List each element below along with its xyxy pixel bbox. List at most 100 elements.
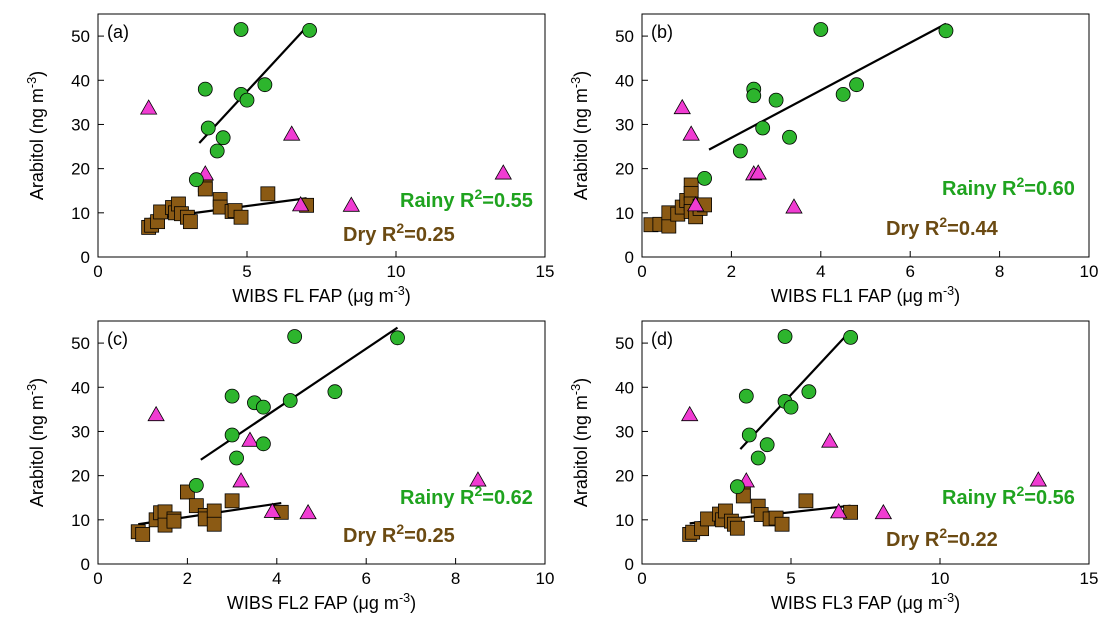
dry-point [224, 493, 240, 509]
rainy-point [813, 22, 829, 37]
plot-area [680, 329, 1048, 542]
x-tick-label: 15 [536, 262, 555, 281]
other-point [241, 431, 259, 447]
y-tick-label: 30 [615, 115, 634, 134]
y-tick-label: 20 [71, 160, 90, 179]
other-point [494, 164, 512, 180]
y-tick-label: 40 [71, 378, 90, 397]
rainy-point [188, 477, 204, 493]
rainy-fit-line [739, 329, 852, 450]
x-tick-label: 0 [637, 262, 646, 281]
y-axis-label: Arabitol (ng m-3) [569, 71, 591, 200]
y-tick-label: 40 [71, 71, 90, 90]
rainy-point [224, 427, 240, 443]
x-tick-label: 2 [727, 262, 736, 281]
dry-point [197, 181, 213, 197]
panel-b: 0 2 4 6 8 10 0 10 20 30 40 50 (b) WIBS FL1 FAP (μg m-… [569, 13, 1098, 306]
x-tick-label: 10 [387, 262, 406, 281]
x-tick-label: 10 [931, 569, 950, 588]
rainy-point [746, 88, 762, 104]
plot-frame [97, 320, 546, 565]
dry-point [206, 503, 222, 519]
y-tick-label: 40 [615, 71, 634, 90]
y-tick-label: 0 [81, 555, 90, 574]
rainy-point [729, 479, 745, 495]
rainy-point [287, 329, 303, 344]
other-point [680, 405, 699, 422]
rainy-point [255, 399, 271, 415]
rainy-point [302, 22, 317, 38]
y-tick-label: 50 [71, 27, 90, 46]
rainy-point [188, 172, 204, 188]
rainy-point [843, 329, 858, 345]
rainy-point [255, 436, 271, 452]
dry-r2-annotation: Dry R2=0.25 [343, 220, 455, 246]
other-point [232, 472, 250, 488]
rainy-point [200, 120, 216, 136]
rainy-point [239, 92, 255, 108]
x-tick-label: 0 [93, 569, 102, 588]
dry-point [233, 209, 249, 225]
y-axis-label: Arabitol (ng m-3) [25, 71, 47, 200]
x-tick-label: 8 [995, 262, 1004, 281]
rainy-r2-annotation: Rainy R2=0.56 [942, 483, 1075, 509]
other-point [147, 405, 165, 422]
plot-area [139, 22, 512, 235]
rainy-point [849, 77, 864, 93]
y-tick-label: 40 [615, 378, 634, 397]
dry-point [166, 513, 182, 529]
plot-area [130, 326, 487, 542]
other-point [342, 196, 360, 212]
dry-point [260, 186, 276, 202]
other-point [291, 196, 310, 212]
rainy-point [777, 329, 793, 344]
y-tick-label: 30 [71, 422, 90, 441]
x-tick-label: 5 [786, 569, 795, 588]
dry-point [798, 493, 814, 509]
x-tick-label: 6 [361, 569, 370, 588]
panel-a: 0 5 10 15 0 10 20 30 40 50 (a) WIBS FL FAP (μg m-3)… [25, 13, 555, 306]
other-point [299, 503, 317, 520]
y-tick-label: 30 [615, 422, 634, 441]
rainy-r2-annotation: Rainy R2=0.62 [400, 483, 533, 509]
panel-d: 0 5 10 15 0 10 20 30 40 50 (d) WIBS FL3 FAP (μg m-3… [569, 320, 1098, 613]
x-axis-label: WIBS FL1 FAP (μg m-3) [771, 284, 960, 306]
plot-frame [641, 320, 1090, 565]
y-tick-label: 0 [625, 248, 634, 267]
x-tick-label: 10 [536, 569, 555, 588]
other-point [874, 503, 893, 520]
dry-point [729, 520, 745, 536]
y-axis-label: Arabitol (ng m-3) [569, 378, 591, 507]
x-axis-label: WIBS FL FAP (μg m-3) [232, 284, 411, 306]
y-tick-label: 50 [615, 27, 634, 46]
other-point [829, 503, 848, 519]
y-axis-label: Arabitol (ng m-3) [25, 378, 47, 507]
other-point [785, 198, 803, 214]
y-tick-label: 10 [71, 511, 90, 530]
rainy-point [782, 129, 797, 145]
rainy-point [224, 388, 240, 404]
x-tick-label: 5 [242, 262, 251, 281]
rainy-point [783, 399, 799, 415]
panel-label: (b) [651, 22, 673, 42]
other-point [686, 196, 705, 212]
dry-r2-annotation: Dry R2=0.25 [343, 521, 455, 547]
plot-frame [641, 13, 1090, 258]
rainy-point [697, 170, 712, 186]
dry-point [135, 526, 151, 542]
y-tick-label: 20 [615, 160, 634, 179]
rainy-r2-annotation: Rainy R2=0.60 [942, 174, 1075, 200]
other-point [821, 432, 839, 448]
dry-r2-annotation: Dry R2=0.44 [886, 214, 999, 240]
rainy-point [768, 92, 784, 108]
other-point [139, 99, 158, 115]
plot-frame [97, 13, 546, 258]
rainy-point [390, 330, 405, 346]
panel-label: (c) [107, 329, 128, 349]
x-tick-label: 8 [451, 569, 460, 588]
rainy-point [229, 450, 244, 466]
y-tick-label: 50 [71, 334, 90, 353]
rainy-point [938, 23, 954, 39]
other-point [263, 502, 282, 518]
